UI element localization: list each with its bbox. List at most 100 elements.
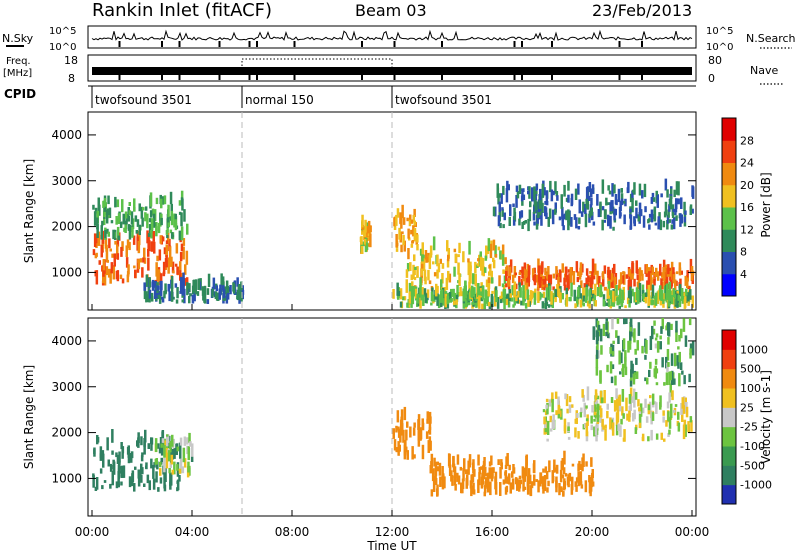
velocity-colorbar-tick-label: -1000 bbox=[740, 479, 772, 492]
power-cell bbox=[401, 231, 404, 235]
power-cell bbox=[474, 273, 477, 287]
velocity-cell bbox=[571, 463, 575, 467]
power-cell bbox=[367, 233, 371, 237]
power-cell bbox=[664, 264, 667, 274]
power-cell bbox=[498, 193, 501, 198]
power-cell bbox=[159, 235, 162, 244]
power-cell bbox=[406, 263, 410, 272]
velocity-cell bbox=[99, 446, 103, 459]
power-cell bbox=[598, 275, 601, 290]
power-cell bbox=[398, 227, 401, 240]
power-cell bbox=[416, 234, 419, 243]
power-cell bbox=[117, 213, 121, 224]
power-cell bbox=[136, 219, 140, 227]
power-cell bbox=[188, 283, 191, 293]
power-cell bbox=[576, 277, 580, 283]
power-cell bbox=[165, 255, 168, 268]
power-cell bbox=[158, 290, 162, 304]
power-cell bbox=[224, 286, 227, 295]
velocity-cell bbox=[554, 391, 558, 399]
power-cell bbox=[523, 262, 527, 275]
power-cell bbox=[126, 214, 129, 218]
power-cell bbox=[393, 223, 397, 230]
power-cell bbox=[601, 271, 605, 280]
power-cell bbox=[457, 262, 460, 275]
power-cell bbox=[119, 221, 123, 228]
power-cell bbox=[364, 219, 367, 233]
velocity-cell bbox=[623, 429, 626, 442]
power-cell bbox=[647, 298, 650, 306]
velocity-cell bbox=[441, 485, 445, 490]
velocity-cell bbox=[659, 335, 662, 340]
velocity-cell bbox=[630, 360, 633, 372]
velocity-cell bbox=[568, 396, 572, 403]
power-cell bbox=[671, 219, 674, 224]
velocity-cell bbox=[609, 417, 612, 430]
power-cell bbox=[651, 284, 655, 299]
velocity-cell bbox=[680, 328, 683, 339]
power-cell bbox=[169, 191, 173, 205]
power-cell bbox=[549, 180, 552, 193]
velocity-cell bbox=[176, 464, 179, 471]
power-cell bbox=[659, 299, 663, 306]
velocity-cell bbox=[616, 409, 620, 423]
power-cell bbox=[174, 283, 178, 288]
power-cell bbox=[406, 217, 409, 222]
power-cell bbox=[607, 281, 611, 296]
power-cell bbox=[513, 266, 517, 278]
velocity-cell bbox=[560, 487, 563, 492]
velocity-cell bbox=[662, 410, 665, 416]
power-cell bbox=[567, 221, 570, 231]
velocity-cell bbox=[595, 346, 599, 359]
power-cell bbox=[650, 197, 654, 204]
power-cell bbox=[627, 290, 631, 299]
power-cell bbox=[98, 260, 101, 265]
power-cell bbox=[631, 261, 634, 275]
velocity-cell bbox=[96, 435, 99, 445]
power-cell bbox=[670, 295, 674, 304]
power-cell bbox=[494, 245, 497, 257]
velocity-cell bbox=[651, 412, 655, 421]
velocity-cell bbox=[561, 458, 564, 469]
power-cell bbox=[487, 285, 490, 297]
power-cell bbox=[613, 218, 617, 223]
power-cell bbox=[444, 293, 447, 308]
velocity-cell bbox=[527, 468, 531, 481]
velocity-cell bbox=[594, 425, 598, 436]
power-colorbar-swatch bbox=[722, 184, 736, 208]
power-cell bbox=[419, 297, 422, 309]
velocity-cell bbox=[609, 361, 613, 374]
velocity-cell bbox=[656, 340, 660, 353]
velocity-cell bbox=[549, 415, 552, 423]
nsearch-tick-bottom: 10^0 bbox=[706, 42, 733, 53]
velocity-cell bbox=[141, 452, 144, 458]
power-cell bbox=[537, 291, 540, 303]
power-cell bbox=[158, 271, 161, 286]
power-cell bbox=[393, 217, 396, 227]
power-cell bbox=[500, 291, 504, 302]
velocity-cell bbox=[92, 475, 95, 488]
power-cell bbox=[149, 210, 153, 218]
velocity-cell bbox=[680, 403, 683, 415]
power-cell bbox=[515, 185, 519, 192]
power-cell bbox=[590, 207, 593, 216]
power-cell bbox=[506, 180, 509, 191]
velocity-cell bbox=[615, 388, 618, 399]
power-cell bbox=[521, 221, 524, 229]
velocity-cell bbox=[590, 457, 593, 467]
velocity-cell bbox=[543, 476, 547, 492]
power-cell bbox=[92, 249, 96, 256]
power-cell bbox=[687, 301, 690, 306]
velocity-cell bbox=[617, 423, 620, 431]
velocity-cell bbox=[488, 467, 491, 479]
power-cell bbox=[594, 283, 597, 297]
power-cell bbox=[635, 287, 639, 301]
velocity-cell bbox=[470, 474, 473, 484]
velocity-cell bbox=[633, 399, 636, 408]
power-cell bbox=[611, 267, 615, 278]
power-cell bbox=[533, 186, 536, 201]
power-cell bbox=[618, 305, 621, 309]
power-cell bbox=[426, 289, 430, 298]
power-cell bbox=[610, 273, 614, 281]
